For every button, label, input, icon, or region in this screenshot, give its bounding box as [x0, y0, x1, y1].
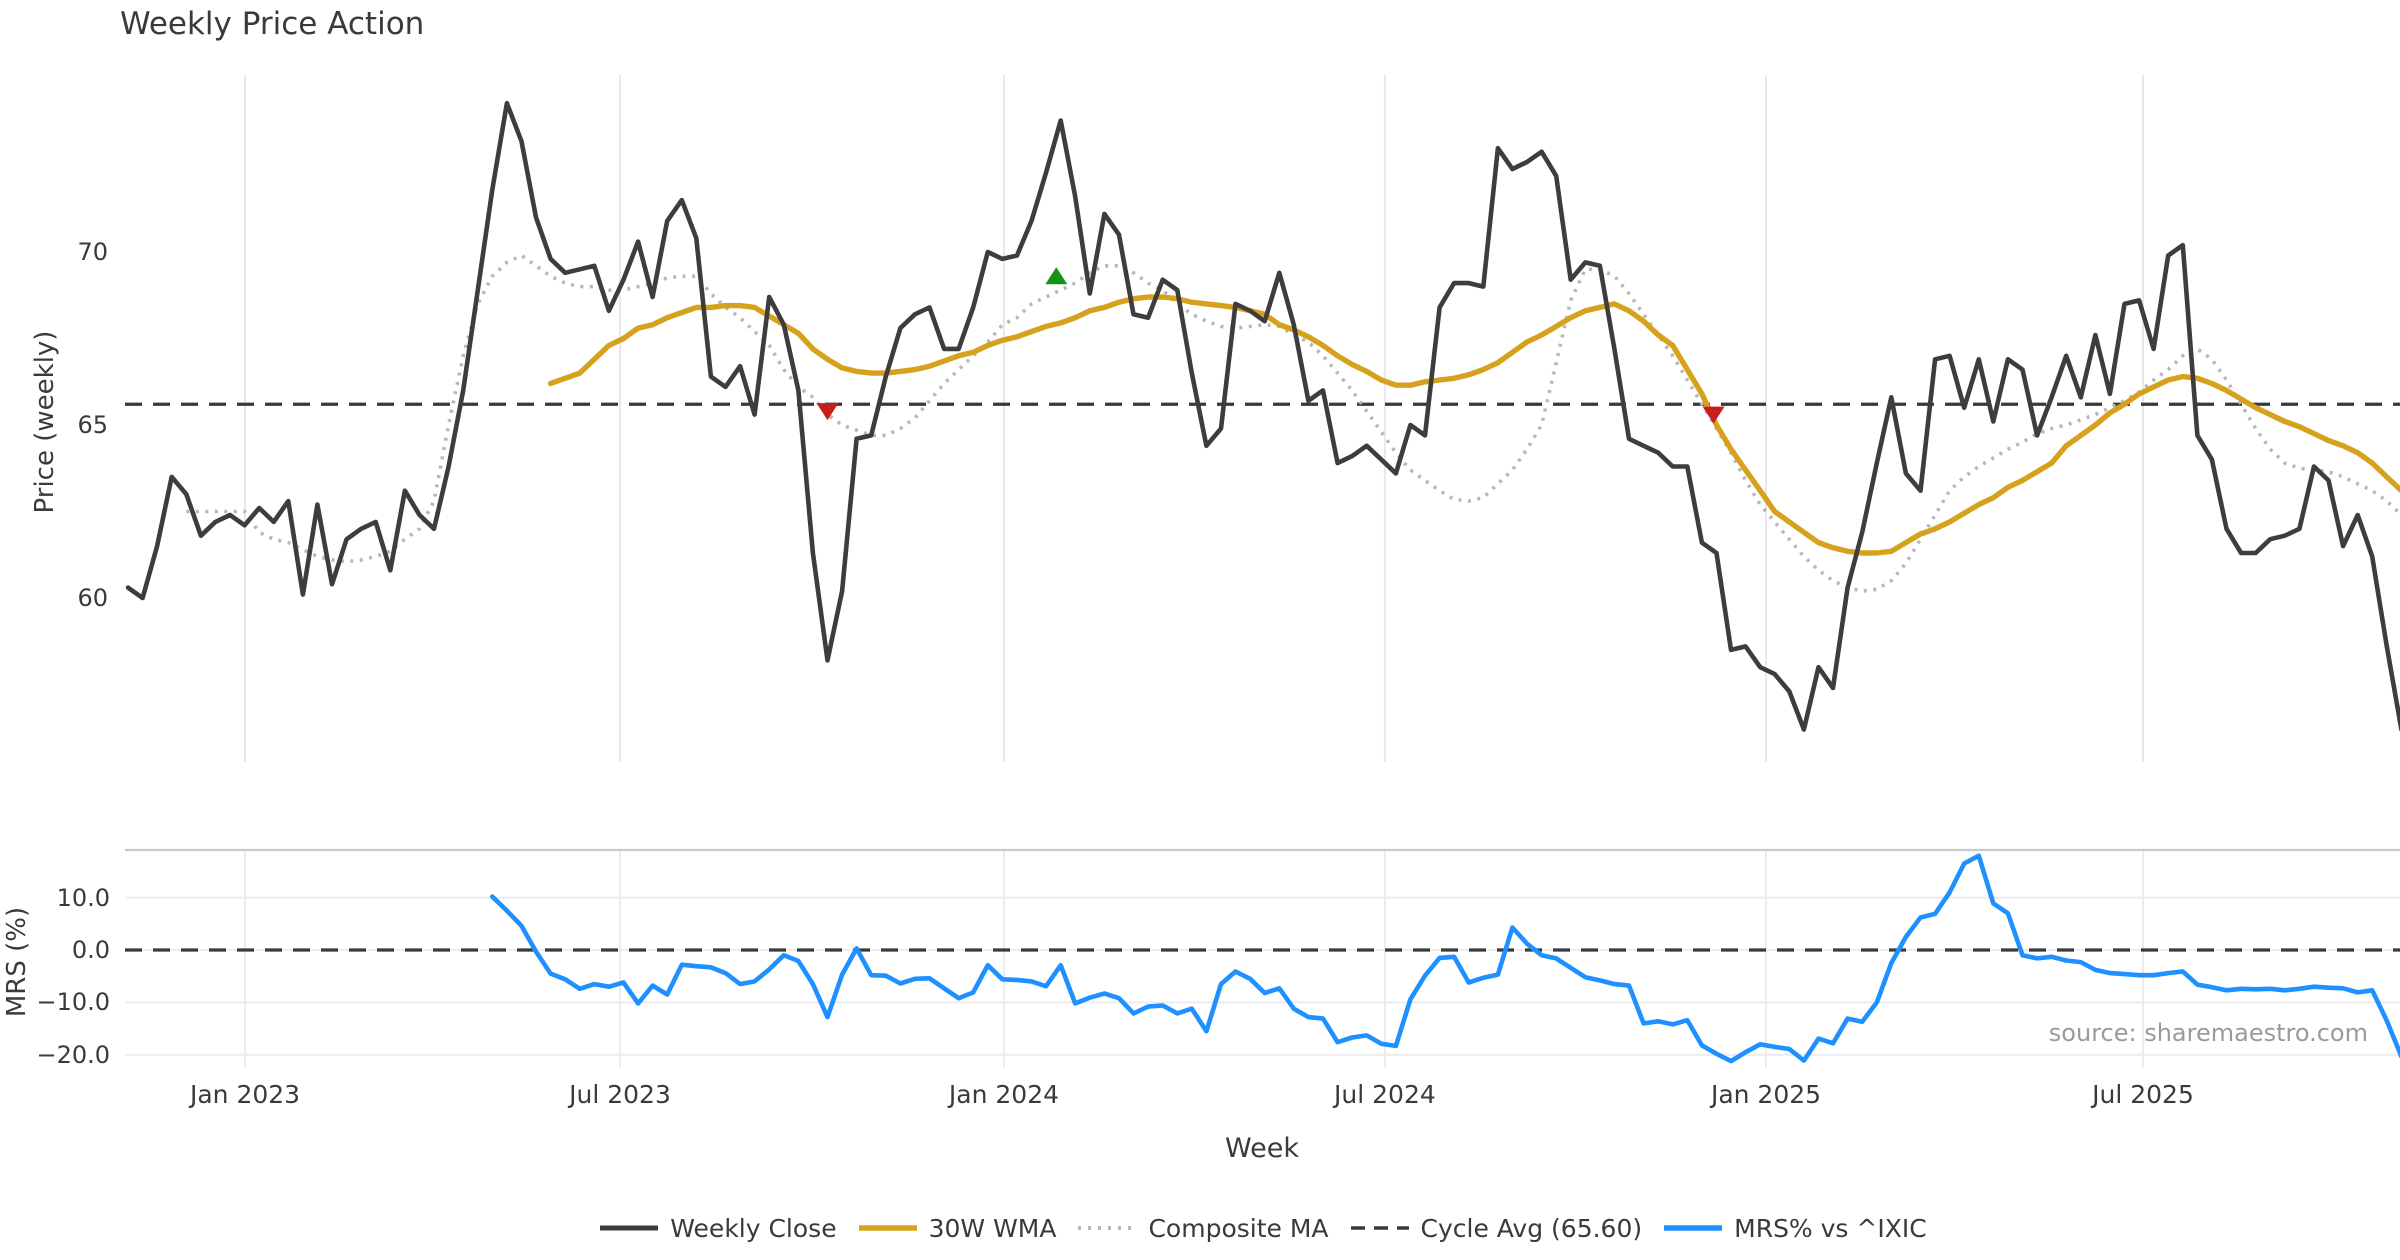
x-axis-title: Week	[1225, 1133, 1299, 1164]
legend-item-mrs: MRS% vs ^IXIC	[1662, 1213, 1927, 1243]
price-ytick-70: 70	[77, 238, 108, 266]
xtick-jan-2023: Jan 2023	[189, 1080, 301, 1109]
mrs-line-swatch-icon	[1664, 1225, 1723, 1231]
legend: Weekly Close 30W WMA Composite MA Cycle …	[125, 1206, 2400, 1250]
price-ytick-60: 60	[77, 584, 108, 612]
cycle-avg-dashed-swatch-icon	[1350, 1226, 1409, 1230]
mrs-ytick-neg20: −20.0	[36, 1040, 110, 1069]
composite-ma-dotted-swatch-icon	[1078, 1226, 1137, 1230]
wma-line-swatch-icon	[858, 1225, 917, 1231]
legend-item-cycle-avg: Cycle Avg (65.60)	[1349, 1213, 1643, 1243]
legend-item-composite-ma: Composite MA	[1076, 1213, 1329, 1243]
legend-item-30w-wma: 30W WMA	[857, 1213, 1057, 1243]
source-credit: source: sharemaestro.com	[2048, 1019, 2368, 1047]
xtick-jul-2025: Jul 2025	[2092, 1080, 2194, 1109]
xtick-jan-2025: Jan 2025	[1710, 1080, 1822, 1109]
weekly-close-line-swatch-icon	[600, 1225, 659, 1231]
legend-label: MRS% vs ^IXIC	[1734, 1213, 1927, 1243]
legend-label: Composite MA	[1148, 1213, 1329, 1243]
xtick-jul-2023: Jul 2023	[569, 1080, 671, 1109]
mrs-ytick-neg10: −10.0	[36, 988, 110, 1017]
price-ytick-65: 65	[77, 411, 108, 439]
legend-label: 30W WMA	[928, 1213, 1057, 1243]
mrs-ytick-10: 10.0	[56, 883, 110, 912]
chart-title: Weekly Price Action	[120, 6, 425, 42]
legend-label: Weekly Close	[670, 1213, 837, 1243]
mrs-ytick-0: 0.0	[71, 936, 110, 964]
xtick-jan-2024: Jan 2024	[948, 1080, 1060, 1109]
legend-item-weekly-close: Weekly Close	[598, 1213, 837, 1243]
legend-label: Cycle Avg (65.60)	[1420, 1213, 1643, 1243]
xtick-jul-2024: Jul 2024	[1334, 1080, 1436, 1109]
